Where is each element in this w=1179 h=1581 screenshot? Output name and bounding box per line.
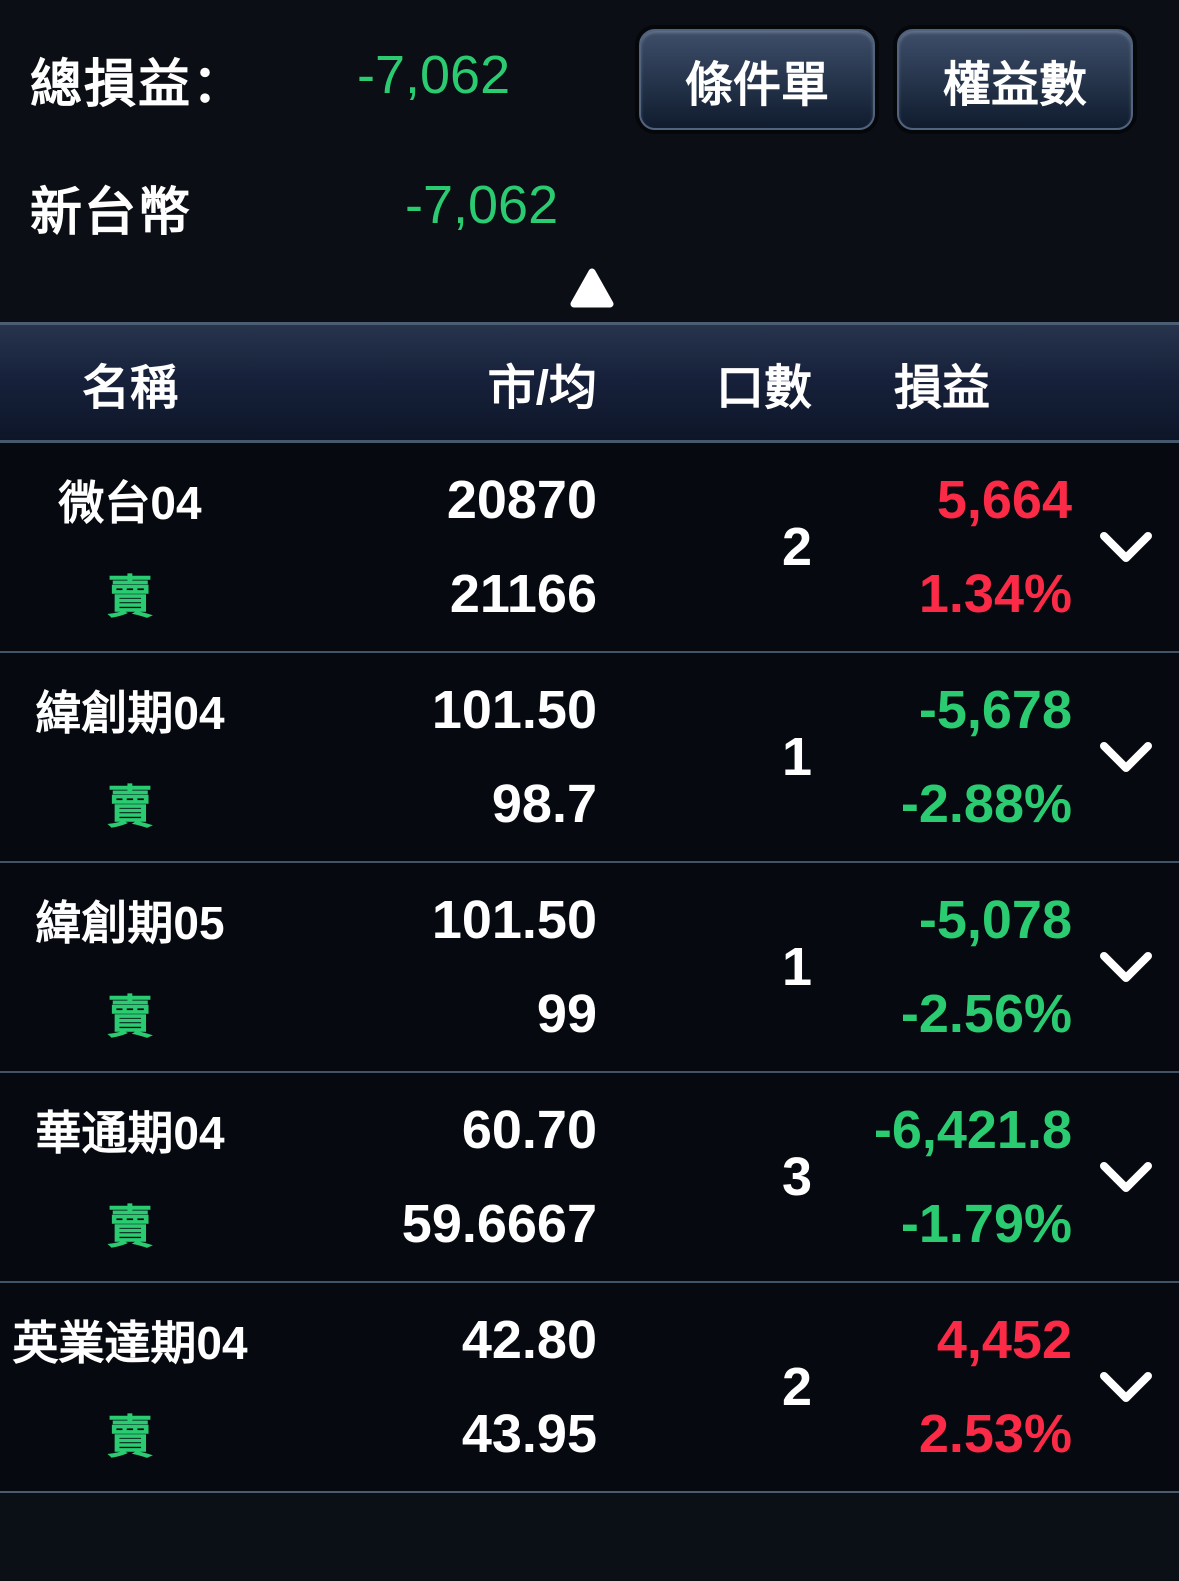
expand-row-button[interactable]: [1072, 1161, 1179, 1193]
market-price: 42.80: [461, 1310, 597, 1370]
lots-count: 2: [781, 1357, 812, 1417]
side-badge: 賣: [107, 991, 153, 1043]
total-pl-value: -7,062: [357, 45, 511, 105]
position-row[interactable]: 緯創期04 賣 101.50 98.7 1 -5,678 -2.88%: [0, 653, 1179, 863]
bottom-filler: [0, 1493, 1179, 1579]
pl-percent: -2.88%: [900, 774, 1072, 834]
pl-value: -5,078: [918, 890, 1072, 950]
pl-percent: -2.56%: [900, 984, 1072, 1044]
position-row[interactable]: 緯創期05 賣 101.50 99 1 -5,078 -2.56%: [0, 863, 1179, 1073]
position-list: 微台04 賣 20870 21166 2 5,664 1.34% 緯創期04 賣…: [0, 443, 1179, 1493]
pl-value: 4,452: [936, 1310, 1072, 1370]
chevron-down-icon: [1099, 1372, 1152, 1402]
market-price: 60.70: [461, 1100, 597, 1160]
pl-percent: 1.34%: [918, 564, 1072, 624]
header-name: 名稱: [81, 361, 178, 415]
collapse-panel-toggle[interactable]: [568, 266, 616, 310]
avg-price: 21166: [449, 564, 597, 624]
currency-pl-value: -7,062: [405, 175, 559, 235]
pl-value: 5,664: [936, 470, 1072, 530]
avg-price: 59.6667: [401, 1194, 597, 1254]
chevron-down-icon: [1099, 742, 1152, 772]
avg-price: 98.7: [491, 774, 597, 834]
lots-count: 1: [781, 727, 812, 787]
header-pl: 損益: [893, 361, 990, 415]
position-row[interactable]: 微台04 賣 20870 21166 2 5,664 1.34%: [0, 443, 1179, 653]
header-lots: 口數: [715, 361, 812, 415]
pl-percent: 2.53%: [918, 1404, 1072, 1464]
side-badge: 賣: [107, 571, 153, 623]
avg-price: 43.95: [461, 1404, 597, 1464]
pl-value: -5,678: [918, 680, 1072, 740]
expand-row-button[interactable]: [1072, 951, 1179, 983]
summary-panel: 總損益： -7,062 條件單 權益數 新台幣 -7,062: [0, 0, 1179, 322]
contract-name: 英業達期04: [12, 1317, 248, 1369]
expand-row-button[interactable]: [1072, 741, 1179, 773]
conditional-order-button[interactable]: 條件單: [639, 29, 875, 130]
up-triangle-icon: [570, 268, 614, 308]
chevron-down-icon: [1099, 1162, 1152, 1192]
contract-name: 緯創期05: [35, 897, 225, 949]
lots-count: 2: [781, 517, 812, 577]
conditional-order-button-label: 條件單: [684, 58, 829, 112]
lots-count: 3: [781, 1147, 812, 1207]
side-badge: 賣: [107, 781, 153, 833]
side-badge: 賣: [107, 1411, 153, 1463]
side-badge: 賣: [107, 1201, 153, 1253]
total-pl-label: 總損益：: [30, 56, 247, 114]
chevron-down-icon: [1099, 532, 1152, 562]
equity-button-label: 權益數: [942, 58, 1087, 112]
expand-row-button[interactable]: [1072, 1371, 1179, 1403]
currency-label: 新台幣: [30, 184, 193, 242]
market-price: 20870: [446, 470, 597, 530]
pl-value: -6,421.8: [873, 1100, 1072, 1160]
pl-percent: -1.79%: [900, 1194, 1072, 1254]
position-row[interactable]: 英業達期04 賣 42.80 43.95 2 4,452 2.53%: [0, 1283, 1179, 1493]
contract-name: 華通期04: [35, 1107, 225, 1159]
header-market-avg: 市/均: [487, 361, 597, 415]
position-row[interactable]: 華通期04 賣 60.70 59.6667 3 -6,421.8 -1.79%: [0, 1073, 1179, 1283]
equity-button[interactable]: 權益數: [897, 29, 1133, 130]
table-header: 名稱 市/均 口數 損益: [0, 322, 1179, 443]
market-price: 101.50: [431, 890, 597, 950]
avg-price: 99: [536, 984, 597, 1044]
expand-row-button[interactable]: [1072, 531, 1179, 563]
chevron-down-icon: [1099, 952, 1152, 982]
contract-name: 緯創期04: [35, 687, 225, 739]
market-price: 101.50: [431, 680, 597, 740]
contract-name: 微台04: [58, 477, 202, 529]
lots-count: 1: [781, 937, 812, 997]
